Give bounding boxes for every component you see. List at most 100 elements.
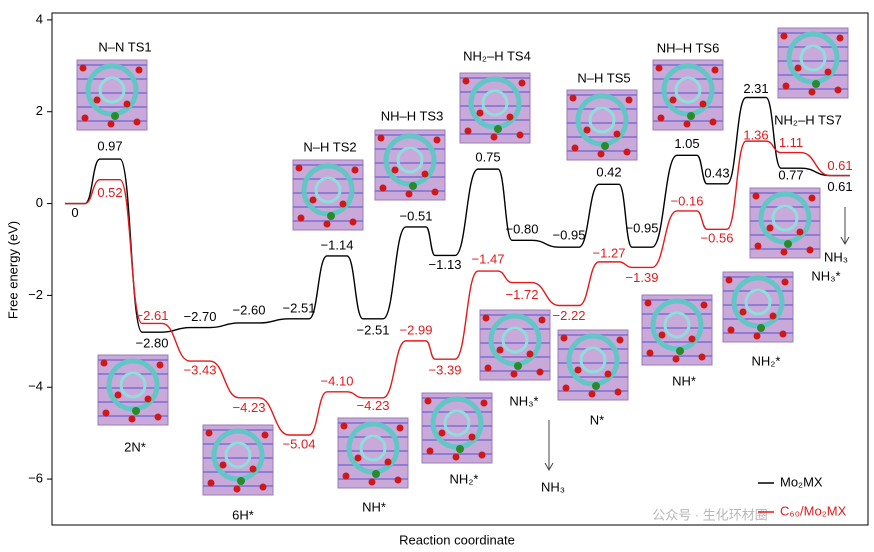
value-label: −2.70 xyxy=(184,309,217,324)
thumb-atom xyxy=(796,228,804,236)
value-label: 0.42 xyxy=(596,165,621,180)
annotation: NH₂–H TS4 xyxy=(463,48,531,63)
thumb-atom xyxy=(700,301,708,309)
thumb-atom xyxy=(496,346,504,354)
thumb-atom xyxy=(478,451,486,459)
value-label: −2.80 xyxy=(136,336,169,351)
thumb-cage-inner xyxy=(744,288,772,316)
thumb-atom xyxy=(597,150,605,158)
thumb-adsorbate xyxy=(372,470,380,478)
thumb-atom xyxy=(480,399,488,407)
thumb-atom xyxy=(836,34,844,42)
thumb-atom xyxy=(135,66,143,74)
thumb-atom xyxy=(754,242,762,250)
annotation: NH₃ xyxy=(824,249,848,264)
thumb-atom xyxy=(421,170,429,178)
thumb-atom xyxy=(394,476,402,484)
thumb-atom xyxy=(484,364,492,372)
value-label: 1.36 xyxy=(743,128,768,143)
thumb-atom xyxy=(711,66,719,74)
value-label: −0.56 xyxy=(701,231,734,246)
thumb-atom xyxy=(623,148,631,156)
thumb-adsorbate xyxy=(237,477,245,485)
value-label: 1.11 xyxy=(779,135,803,150)
thumb-atom xyxy=(604,370,612,378)
thumb-atom xyxy=(780,32,788,40)
thumb-atom xyxy=(753,332,761,340)
y-tick-label: 0 xyxy=(36,195,43,210)
structure-thumbnail xyxy=(337,417,409,489)
value-label: −1.72 xyxy=(506,287,539,302)
value-label: −4.23 xyxy=(357,398,390,413)
thumb-atom xyxy=(806,246,814,254)
value-label: −2.99 xyxy=(400,322,433,337)
thumb-atom xyxy=(536,368,544,376)
thumb-adsorbate xyxy=(409,182,417,190)
thumb-adsorbate xyxy=(327,212,335,220)
thumb-atom xyxy=(384,458,392,466)
thumb-cage-inner xyxy=(501,326,529,354)
thumb-atom xyxy=(709,118,717,126)
thumb-cage-inner xyxy=(314,176,342,204)
thumb-atom xyxy=(205,429,213,437)
value-label: −3.43 xyxy=(184,363,217,378)
thumb-cage-inner xyxy=(771,204,799,232)
thumb-atom xyxy=(295,164,303,172)
arrow-head xyxy=(544,462,554,472)
thumb-atom xyxy=(560,334,568,342)
value-label: −0.95 xyxy=(553,228,586,243)
value-label: 0.43 xyxy=(704,165,729,180)
thumb-cage-inner xyxy=(799,44,827,72)
annotation: 2N* xyxy=(124,439,146,454)
value-label: −3.39 xyxy=(429,363,462,378)
thumb-atom xyxy=(207,479,215,487)
structure-thumbnail xyxy=(566,89,638,161)
thumb-cage-inner xyxy=(579,346,607,374)
value-label: 0.97 xyxy=(97,138,122,153)
value-label: −1.27 xyxy=(593,245,626,260)
annotation: 6H* xyxy=(232,507,254,522)
value-label: 2.31 xyxy=(743,81,768,96)
energy-curve xyxy=(65,140,850,436)
thumb-adsorbate xyxy=(111,112,119,120)
thumb-atom xyxy=(506,113,514,121)
value-label: 0.61 xyxy=(827,158,852,173)
value-label: −1.39 xyxy=(626,270,659,285)
thumb-atom xyxy=(510,370,518,378)
thumb-atom xyxy=(102,409,110,417)
thumb-adsorbate xyxy=(687,112,695,120)
structure-thumbnail xyxy=(777,27,849,99)
thumb-adsorbate xyxy=(757,324,765,332)
thumb-atom xyxy=(683,120,691,128)
thumb-adsorbate xyxy=(676,347,684,355)
thumb-atom xyxy=(100,359,108,367)
thumb-atom xyxy=(93,96,101,104)
thumb-atom xyxy=(781,278,789,286)
thumb-atom xyxy=(123,100,131,108)
structure-thumbnail xyxy=(292,159,364,231)
energy-curve xyxy=(65,96,850,333)
thumb-atom xyxy=(340,422,348,430)
thumb-atom xyxy=(323,220,331,228)
structure-thumbnail xyxy=(749,187,821,259)
annotation: NH₃* xyxy=(811,268,840,283)
structure-thumbnail xyxy=(76,59,148,131)
y-tick-label: 4 xyxy=(36,11,43,26)
thumb-atom xyxy=(462,77,470,85)
thumb-atom xyxy=(144,395,152,403)
thumb-cage-inner xyxy=(674,76,702,104)
thumb-atom xyxy=(526,350,534,358)
annotation: NH₃ xyxy=(541,479,565,494)
thumb-adsorbate xyxy=(592,382,600,390)
value-label: −4.23 xyxy=(233,400,266,415)
thumb-atom xyxy=(452,453,460,461)
thumb-cage-inner xyxy=(443,409,471,437)
thumb-cage-inner xyxy=(663,311,691,339)
thumb-atom xyxy=(476,109,484,117)
thumb-atom xyxy=(672,355,680,363)
value-label: −0.51 xyxy=(400,208,433,223)
thumb-atom xyxy=(405,190,413,198)
thumb-atom xyxy=(339,200,347,208)
x-axis-label: Reaction coordinate xyxy=(399,532,515,547)
